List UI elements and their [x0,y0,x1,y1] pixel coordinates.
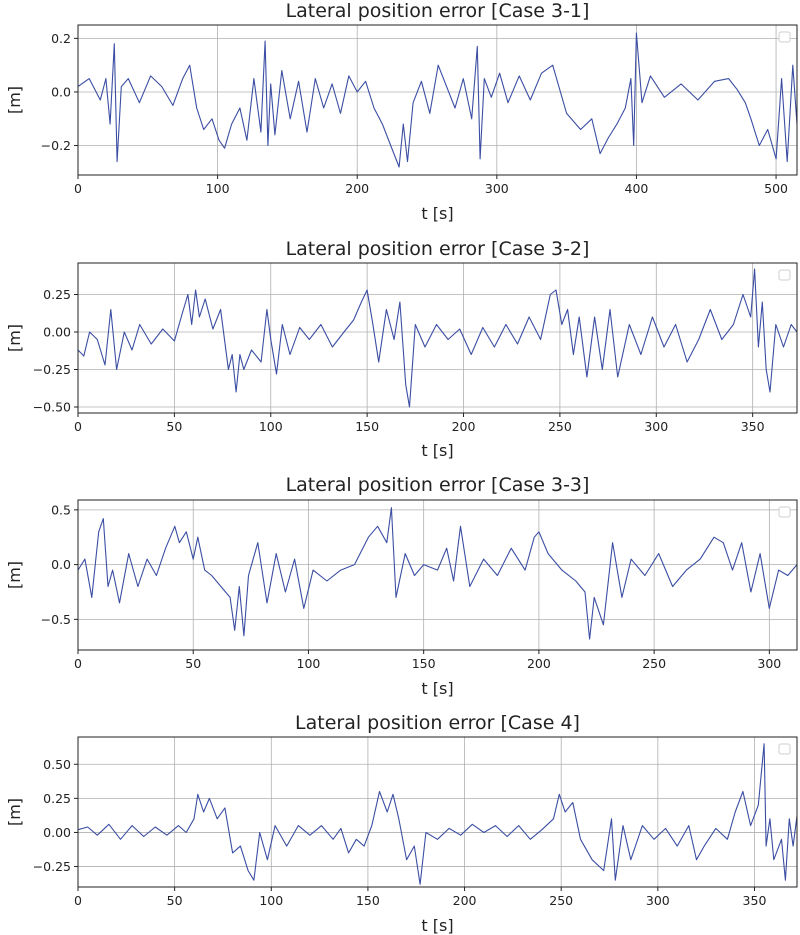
x-tick-label: 300 [757,656,781,671]
x-tick-label: 400 [625,181,649,196]
y-tick-label: 0.5 [51,502,71,517]
series-line [78,507,797,640]
chart-title: Lateral position error [Case 3-2] [286,238,590,260]
y-tick-label: −0.25 [33,859,71,874]
x-tick-label: 150 [355,419,379,434]
x-tick-label: 200 [452,419,476,434]
x-axis-label: t [s] [421,204,453,223]
plot-frame [77,736,798,888]
x-tick-label: 100 [259,419,283,434]
x-tick-label: 50 [167,893,183,908]
chart-title: Lateral position error [Case 3-3] [286,474,590,496]
legend [778,743,791,755]
y-axis-label: [m] [5,86,24,114]
y-tick-label: −0.50 [33,400,71,415]
series-line [78,268,797,408]
x-tick-label: 0 [74,181,82,196]
y-tick-label: 0.0 [51,557,71,572]
y-axis-label: [m] [5,561,24,589]
plot-frame [77,24,798,176]
x-tick-label: 300 [644,419,668,434]
y-tick-label: −0.5 [41,612,71,627]
x-tick-label: 100 [297,656,321,671]
x-tick-label: 350 [741,419,765,434]
chart-panel-4: Lateral position error [Case 4] 0 50 100 150… [5,712,798,935]
chart-panel-3: Lateral position error [Case 3-3] 0 50 100 1… [5,474,798,698]
y-tick-label: 0.50 [43,757,71,772]
x-tick-label: 50 [185,656,201,671]
y-tick-label: −0.2 [41,138,71,153]
y-tick-label: −0.25 [33,362,71,377]
x-axis-label: t [s] [421,916,453,935]
y-tick-label: 0.25 [43,791,71,806]
x-tick-label: 0 [74,893,82,908]
series-line [78,743,797,885]
x-tick-label: 200 [345,181,369,196]
legend [778,31,791,43]
x-tick-label: 200 [527,656,551,671]
x-tick-label: 0 [74,656,82,671]
x-axis-label: t [s] [421,441,453,460]
x-tick-label: 500 [764,181,788,196]
chart-title: Lateral position error [Case 4] [295,712,580,734]
y-tick-label: 0.0 [51,84,71,99]
x-tick-label: 300 [485,181,509,196]
x-tick-label: 100 [206,181,230,196]
y-tick-label: 0.25 [43,287,71,302]
x-tick-label: 0 [74,419,82,434]
chart-panel-2: Lateral position error [Case 3-2] 0 50 100 1… [5,238,798,460]
x-tick-label: 150 [356,893,380,908]
chart-title: Lateral position error [Case 3-1] [286,0,590,22]
x-axis-label: t [s] [421,679,453,698]
plot-frame [77,499,798,651]
x-tick-label: 150 [412,656,436,671]
y-tick-label: 0.00 [43,825,71,840]
y-tick-label: 0.2 [51,31,71,46]
x-tick-label: 200 [453,893,477,908]
x-tick-label: 300 [646,893,670,908]
x-tick-label: 50 [166,419,182,434]
legend [778,506,791,518]
x-tick-label: 250 [642,656,666,671]
plot-frame [77,262,798,414]
x-tick-label: 250 [548,419,572,434]
chart-panel-1: Lateral position error [Case 3-1] 0 100 200… [5,0,798,223]
x-tick-label: 100 [259,893,283,908]
legend [778,269,791,281]
y-axis-label: [m] [5,324,24,352]
y-axis-label: [m] [5,798,24,826]
series-line [78,32,797,168]
y-tick-label: 0.00 [43,325,71,340]
x-tick-label: 250 [549,893,573,908]
x-tick-label: 350 [743,893,767,908]
